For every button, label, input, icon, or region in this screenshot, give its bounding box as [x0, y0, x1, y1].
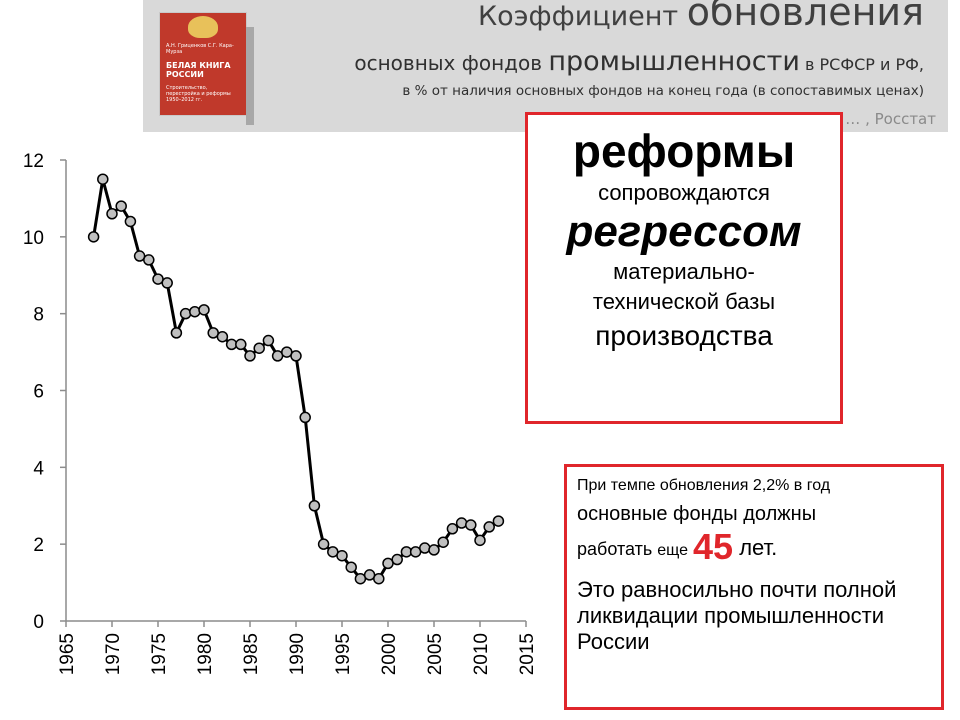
data-point [244, 350, 256, 362]
data-point [253, 342, 265, 354]
y-tick-label: 6 [33, 382, 44, 403]
x-tick-label: 1990 [287, 633, 308, 675]
subtitle-part1: основных фондов [354, 51, 549, 75]
data-point [115, 200, 127, 212]
data-point [465, 519, 477, 531]
title-main: обновления [686, 0, 924, 34]
note-line-3: работать еще 45 лет. [577, 527, 931, 571]
data-point [446, 523, 459, 535]
series-line [92, 177, 500, 581]
note-callout: При темпе обновления 2,2% в год основные… [564, 464, 944, 710]
data-point [189, 305, 201, 318]
subtitle-part2: промышленности [548, 46, 800, 77]
reform-line-4: материально- [613, 259, 755, 284]
data-point [124, 215, 137, 228]
reform-line-2: сопровождаются [598, 180, 770, 205]
y-tick-label: 8 [33, 305, 44, 326]
reform-callout: реформы сопровождаются регрессом материа… [525, 112, 843, 424]
data-point [216, 330, 229, 343]
data-point [474, 534, 486, 547]
reform-line-1: реформы [572, 125, 796, 177]
data-point [235, 338, 247, 351]
subtitle-part3: в РСФСР и РФ, [799, 55, 924, 74]
data-point [317, 538, 330, 550]
note-line-2: основные фонды должны [577, 503, 817, 525]
page-subtitle: основных фондов промышленности в РСФСР и… [354, 46, 924, 77]
note-line-1: При темпе обновления 2,2% в год [577, 477, 831, 494]
note-years-word: лет. [733, 535, 778, 560]
reform-line-3: регрессом [566, 207, 802, 256]
data-point [455, 517, 468, 529]
data-point [179, 307, 192, 320]
emblem-icon [188, 16, 218, 38]
reform-line-5: технической базы [592, 289, 776, 314]
y-tick-label: 0 [33, 612, 44, 633]
data-point [391, 553, 403, 566]
x-tick-label: 1970 [103, 633, 124, 675]
reform-line-6: производства [595, 320, 773, 351]
data-point [419, 542, 431, 554]
units-note: в % от наличия основных фондов на конец … [402, 83, 924, 99]
x-tick-label: 2005 [425, 633, 446, 675]
x-tick-label: 1985 [241, 633, 262, 675]
page-title: Коэффициент обновления [478, 0, 924, 34]
book-spine [246, 27, 254, 125]
book-authors: А.Н. Гриценков С.Г. Кара-Мурза [166, 43, 234, 55]
data-point [161, 277, 173, 289]
book-title: БЕЛАЯ КНИГА РОССИИ [166, 61, 231, 79]
data-point [437, 536, 449, 548]
data-point [143, 254, 155, 266]
data-point [492, 515, 505, 527]
data-point [106, 208, 118, 220]
data-point [262, 334, 275, 347]
x-tick-label: 1995 [333, 633, 354, 675]
data-point [299, 411, 311, 424]
data-point [87, 231, 100, 243]
y-tick-label: 2 [33, 535, 44, 556]
x-tick-label: 2000 [379, 633, 400, 675]
y-tick-label: 4 [33, 458, 44, 479]
y-tick-label: 10 [23, 228, 44, 249]
data-point [290, 350, 302, 362]
book-subtitle: Строительство, перестройка и реформы 195… [166, 85, 231, 103]
x-tick-label: 2010 [471, 633, 492, 675]
x-tick-label: 1965 [57, 633, 78, 675]
data-point [308, 500, 321, 512]
data-point [336, 549, 348, 562]
x-tick-label: 2015 [517, 633, 538, 675]
header-panel: А.Н. Гриценков С.Г. Кара-Мурза БЕЛАЯ КНИ… [143, 0, 948, 132]
chart-axes [65, 160, 526, 622]
x-tick-label: 1980 [195, 633, 216, 675]
chart-series [87, 173, 505, 585]
data-point [373, 572, 385, 585]
chart-ticks: 0 2 4 6 8 10 12 1965 1970 1975 1980 1985 1990 1995 200… [23, 151, 538, 675]
data-point [198, 304, 210, 316]
note-line-4: Это равносильно почти полной ликвидации … [577, 577, 897, 654]
book-cover-image: А.Н. Гриценков С.Г. Кара-Мурза БЕЛАЯ КНИ… [159, 12, 254, 125]
title-prefix: Коэффициент [478, 1, 687, 32]
note-still: еще [657, 542, 689, 559]
data-point [170, 327, 183, 339]
note-work: работать [577, 539, 658, 559]
data-point [345, 561, 357, 573]
x-tick-label: 1975 [149, 633, 170, 675]
y-tick-label: 12 [23, 151, 44, 172]
note-years-number: 45 [693, 526, 734, 567]
data-point [97, 173, 109, 185]
data-point [428, 544, 440, 556]
data-point [483, 521, 495, 533]
